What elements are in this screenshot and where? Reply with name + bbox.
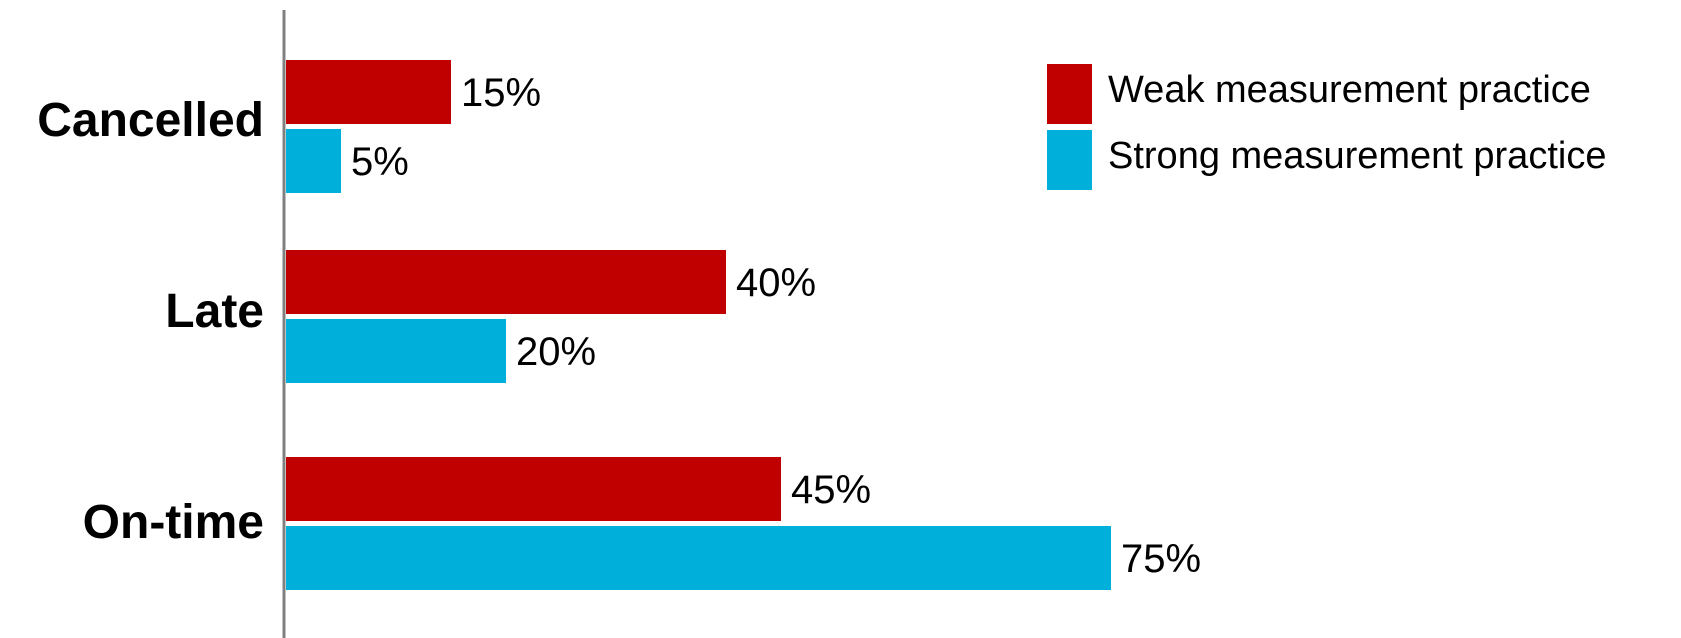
legend: Weak measurement practice Strong measure… (1047, 64, 1606, 190)
legend-label-weak: Weak measurement practice (1108, 69, 1591, 111)
data-label-late-strong: 20% (516, 330, 596, 374)
bar-on-time-strong (286, 526, 1111, 590)
legend-label-strong: Strong measurement practice (1108, 135, 1606, 177)
data-label-cancelled-weak: 15% (461, 71, 541, 115)
category-labels-layer: Cancelled Late On-time (37, 94, 264, 549)
bar-late-strong (286, 319, 506, 383)
data-label-cancelled-strong: 5% (351, 140, 409, 184)
bar-cancelled-weak (286, 60, 451, 124)
bar-late-weak (286, 250, 726, 314)
data-label-on-time-strong: 75% (1121, 537, 1201, 581)
bar-cancelled-strong (286, 129, 341, 193)
data-labels-layer: 15% 5% 40% 20% 45% 75% (351, 71, 1201, 581)
data-label-late-weak: 40% (736, 261, 816, 305)
legend-swatch-strong (1047, 130, 1092, 190)
legend-swatch-weak (1047, 64, 1092, 124)
category-label-on-time: On-time (83, 496, 264, 549)
bar-on-time-weak (286, 457, 781, 521)
bars-layer (286, 60, 1111, 590)
data-label-on-time-weak: 45% (791, 468, 871, 512)
category-label-cancelled: Cancelled (37, 94, 264, 147)
category-label-late: Late (165, 285, 264, 338)
